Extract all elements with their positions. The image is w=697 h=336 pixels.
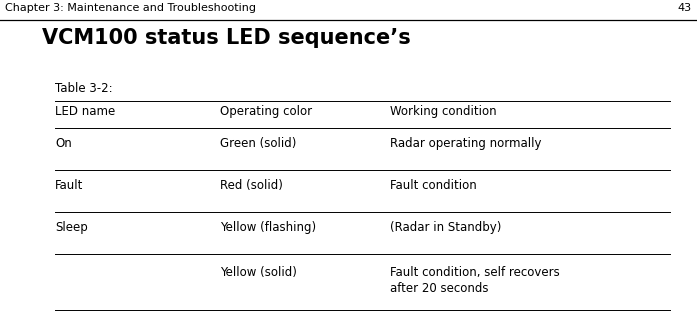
Text: Chapter 3: Maintenance and Troubleshooting: Chapter 3: Maintenance and Troubleshooti… — [5, 3, 256, 13]
Text: Fault condition: Fault condition — [390, 179, 477, 192]
Text: Fault: Fault — [55, 179, 84, 192]
Text: Sleep: Sleep — [55, 221, 88, 234]
Text: Working condition: Working condition — [390, 105, 497, 118]
Text: LED name: LED name — [55, 105, 115, 118]
Text: Radar operating normally: Radar operating normally — [390, 137, 542, 150]
Text: VCM100 status LED sequence’s: VCM100 status LED sequence’s — [42, 28, 411, 48]
Text: Green (solid): Green (solid) — [220, 137, 296, 150]
Text: On: On — [55, 137, 72, 150]
Text: Yellow (solid): Yellow (solid) — [220, 266, 297, 279]
Text: 43: 43 — [678, 3, 692, 13]
Text: (Radar in Standby): (Radar in Standby) — [390, 221, 501, 234]
Text: Table 3-2:: Table 3-2: — [55, 82, 113, 95]
Text: Red (solid): Red (solid) — [220, 179, 283, 192]
Text: Fault condition, self recovers
after 20 seconds: Fault condition, self recovers after 20 … — [390, 266, 560, 295]
Text: Operating color: Operating color — [220, 105, 312, 118]
Text: Yellow (flashing): Yellow (flashing) — [220, 221, 316, 234]
